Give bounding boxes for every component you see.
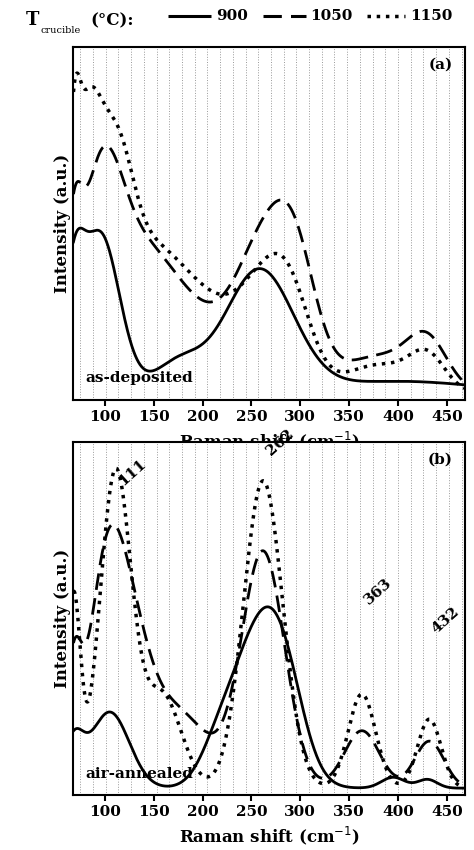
Text: 1050: 1050 xyxy=(310,9,353,23)
Y-axis label: Intensity (a.u.): Intensity (a.u.) xyxy=(54,549,71,688)
Text: (b): (b) xyxy=(428,452,453,467)
Text: 432: 432 xyxy=(429,605,462,637)
Text: as-deposited: as-deposited xyxy=(85,371,193,385)
Text: 900: 900 xyxy=(216,9,247,23)
Text: 363: 363 xyxy=(362,575,395,607)
Text: air-annealed: air-annealed xyxy=(85,767,193,780)
X-axis label: Raman shift (cm$^{-1}$): Raman shift (cm$^{-1}$) xyxy=(179,429,359,452)
Text: crucible: crucible xyxy=(40,26,81,35)
Y-axis label: Intensity (a.u.): Intensity (a.u.) xyxy=(54,154,71,292)
X-axis label: Raman shift (cm$^{-1}$): Raman shift (cm$^{-1}$) xyxy=(179,824,359,847)
Text: 262: 262 xyxy=(264,427,297,458)
Text: 1150: 1150 xyxy=(410,9,452,23)
Text: (a): (a) xyxy=(428,57,453,71)
Text: (°C):: (°C): xyxy=(90,12,134,29)
Text: 111: 111 xyxy=(116,456,148,488)
Text: T: T xyxy=(26,11,39,30)
